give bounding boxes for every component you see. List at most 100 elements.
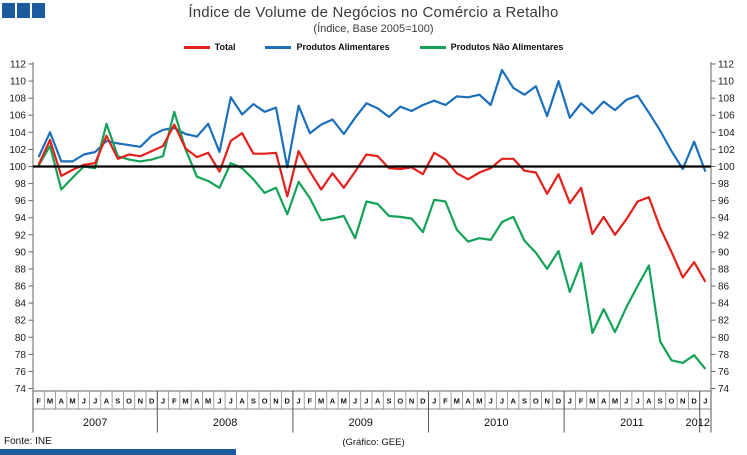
- month-label: J: [93, 397, 97, 406]
- month-label: A: [239, 397, 245, 406]
- month-label: J: [229, 397, 233, 406]
- y-tick-label-right: 88: [718, 264, 730, 275]
- legend-swatch-total: [183, 45, 210, 49]
- y-tick-label-left: 102: [9, 145, 26, 156]
- month-label: A: [330, 397, 336, 406]
- y-tick-label-left: 104: [9, 128, 26, 139]
- month-label: D: [556, 397, 562, 406]
- y-tick-label-right: 106: [718, 111, 735, 122]
- month-label: O: [126, 397, 132, 406]
- y-tick-label-right: 90: [718, 247, 730, 258]
- month-label: M: [612, 397, 618, 406]
- y-tick-label-right: 80: [718, 333, 730, 344]
- month-label: S: [522, 397, 527, 406]
- month-label: A: [104, 397, 110, 406]
- series-line-total: [37, 123, 707, 283]
- month-label: M: [454, 397, 460, 406]
- month-label: N: [544, 397, 549, 406]
- y-tick-label-left: 112: [10, 60, 26, 71]
- y-tick-label-right: 76: [718, 367, 730, 378]
- month-label: A: [59, 397, 65, 406]
- month-label: J: [489, 397, 493, 406]
- y-tick-label-left: 82: [15, 316, 27, 327]
- month-label: J: [432, 397, 436, 406]
- month-label: M: [589, 397, 595, 406]
- month-label: M: [341, 397, 347, 406]
- month-label: S: [115, 397, 120, 406]
- legend-item-alimentares: Produtos Alimentares: [265, 42, 390, 52]
- y-tick-label-left: 106: [9, 111, 26, 122]
- month-label: N: [680, 397, 685, 406]
- y-tick-label-left: 92: [15, 230, 27, 241]
- credit-note: (Gráfico: GEE): [342, 437, 405, 448]
- month-label: A: [601, 397, 607, 406]
- footer-bar: [0, 449, 236, 455]
- y-tick-label-left: 94: [15, 213, 27, 224]
- page-title: Índice de Volume de Negócios no Comércio…: [188, 4, 559, 21]
- month-label: M: [205, 397, 211, 406]
- month-label: J: [364, 397, 368, 406]
- year-label: 2008: [213, 417, 237, 429]
- month-label: J: [568, 397, 572, 406]
- y-tick-label-right: 104: [718, 128, 735, 139]
- month-label: M: [318, 397, 324, 406]
- y-tick-label-right: 108: [718, 94, 735, 105]
- y-tick-label-left: 100: [9, 162, 26, 173]
- month-label: J: [635, 397, 639, 406]
- month-label: A: [511, 397, 517, 406]
- month-label: F: [308, 397, 313, 406]
- chart-legend: Total Produtos Alimentares Produtos Não …: [0, 42, 747, 52]
- year-label: 2012: [686, 417, 710, 429]
- month-label: A: [465, 397, 471, 406]
- y-tick-label-right: 82: [718, 316, 730, 327]
- month-label: D: [420, 397, 426, 406]
- month-label: A: [646, 397, 652, 406]
- month-label: A: [194, 397, 200, 406]
- month-label: S: [251, 397, 256, 406]
- month-label: J: [353, 397, 357, 406]
- year-label: 2009: [348, 417, 372, 429]
- year-label: 2007: [83, 417, 107, 429]
- month-label: O: [262, 397, 268, 406]
- month-label: D: [149, 397, 155, 406]
- y-tick-label-left: 86: [15, 282, 27, 293]
- y-tick-label-left: 108: [9, 94, 26, 105]
- y-tick-label-left: 76: [15, 367, 27, 378]
- y-tick-label-right: 112: [718, 60, 734, 71]
- month-label: D: [691, 397, 697, 406]
- y-tick-label-right: 86: [718, 282, 730, 293]
- month-label: M: [69, 397, 75, 406]
- month-label: J: [624, 397, 628, 406]
- legend-item-nao-alimentares: Produtos Não Alimentares: [419, 42, 563, 52]
- y-tick-label-right: 74: [718, 384, 730, 395]
- month-label: S: [386, 397, 391, 406]
- y-tick-label-right: 84: [718, 299, 730, 310]
- y-tick-label-right: 110: [718, 77, 734, 88]
- month-label: J: [82, 397, 86, 406]
- y-tick-label-left: 88: [15, 264, 27, 275]
- month-label: M: [476, 397, 482, 406]
- month-label: N: [409, 397, 414, 406]
- y-tick-label-left: 78: [15, 350, 27, 361]
- logo: [2, 3, 47, 23]
- month-label: J: [217, 397, 221, 406]
- series-line-produtos-alimentares: [37, 68, 707, 172]
- y-tick-label-right: 96: [718, 196, 730, 207]
- month-label: J: [703, 397, 707, 406]
- month-label: O: [397, 397, 403, 406]
- month-label: F: [443, 397, 448, 406]
- y-tick-label-left: 98: [15, 179, 27, 190]
- month-label: N: [273, 397, 278, 406]
- month-label: J: [161, 397, 165, 406]
- year-label: 2011: [620, 417, 644, 429]
- legend-item-total: Total: [183, 42, 235, 52]
- y-tick-label-right: 102: [718, 145, 735, 156]
- month-label: D: [285, 397, 291, 406]
- month-label: O: [533, 397, 539, 406]
- month-label: J: [500, 397, 504, 406]
- source-note: Fonte: INE: [4, 436, 52, 447]
- month-label: A: [375, 397, 381, 406]
- y-tick-label-left: 80: [15, 333, 27, 344]
- month-label: F: [36, 397, 41, 406]
